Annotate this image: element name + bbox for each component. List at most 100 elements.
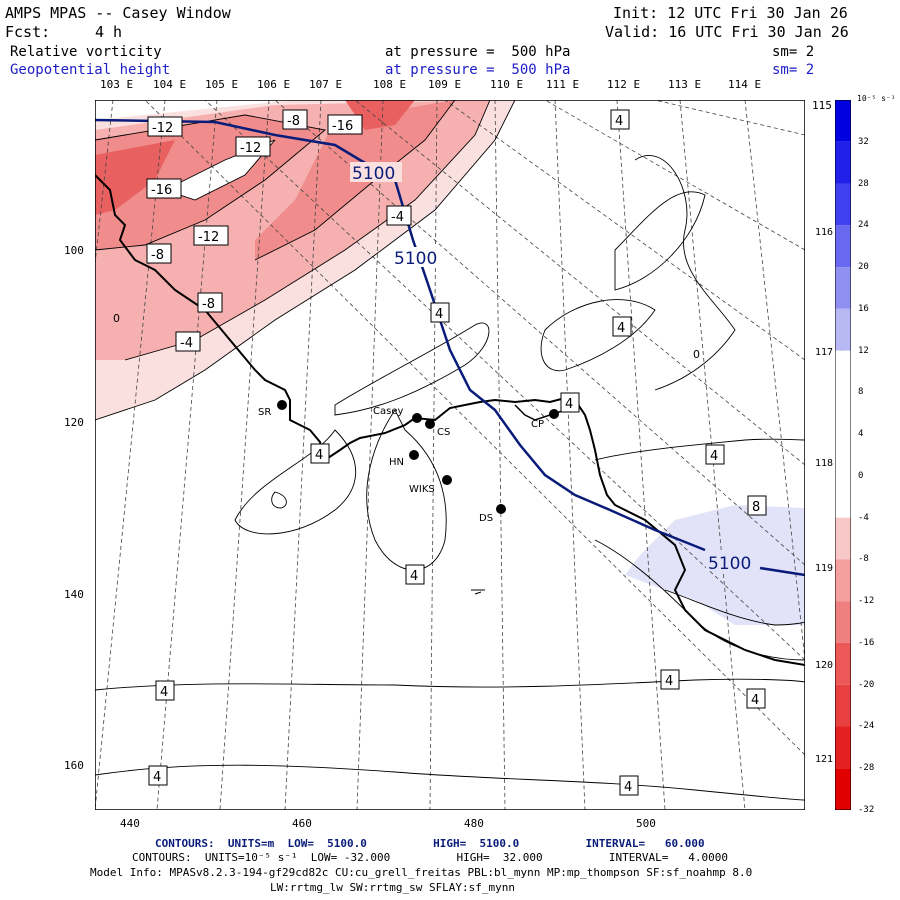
colorbar-cell [835, 475, 851, 518]
height-label: 5100 [394, 249, 437, 269]
init-time: Init: 12 UTC Fri 30 Jan 26 [613, 4, 848, 22]
colorbar-label: -12 [858, 596, 875, 607]
colorbar-cell [835, 100, 851, 142]
lon-label-right: 118 E [815, 458, 846, 469]
colorbar-cell [835, 601, 851, 643]
contour-label: -12 [152, 121, 173, 136]
station-label: CP [531, 419, 544, 430]
contour-label: 4 [751, 693, 759, 708]
forecast-value: 4 h [95, 23, 123, 41]
station-label: Casey [373, 406, 403, 417]
colorbar-cell [835, 768, 851, 810]
colorbar-label: -24 [858, 721, 875, 732]
contour-label: 4 [624, 780, 632, 795]
contour-label: -4 [180, 336, 193, 351]
field2-name: Geopotential height [10, 62, 171, 78]
forecast-label: Fcst: [5, 23, 51, 41]
colorbar-cell [835, 183, 851, 226]
colorbar-label: -8 [858, 554, 869, 565]
lon-label-right: 117 E [815, 347, 846, 358]
contour-label: 0 [113, 312, 120, 325]
lon-label: 111 E [546, 78, 580, 91]
contour-value-labels: -12 -8 -16 -12 -16 -12 -8 -8 -4 -4 4 4 4… [146, 109, 767, 796]
y-tick-label: 160 [64, 759, 84, 772]
geopotential-5100-line [95, 118, 805, 577]
colorbar-cell [835, 392, 851, 435]
lon-label-right: 116 E [815, 227, 846, 238]
contour-label: -12 [240, 141, 261, 156]
field1-name: Relative vorticity [10, 44, 162, 60]
colorbar-label: -20 [858, 679, 875, 690]
lon-label: 110 E [490, 78, 524, 91]
station-marker [425, 419, 435, 429]
contour-label: 4 [565, 397, 573, 412]
station-label: SR [258, 407, 271, 418]
x-tick-label: 460 [292, 817, 312, 830]
contour-label: 0 [693, 348, 700, 361]
colorbar-cell [835, 141, 851, 184]
lon-label: 109 E [428, 78, 462, 91]
lon-label: 112 E [607, 78, 641, 91]
colorbar-cell [835, 434, 851, 476]
height-label: 5100 [708, 554, 751, 574]
lon-label: 107 E [309, 78, 343, 91]
coastline [95, 174, 805, 666]
station-marker [412, 413, 422, 423]
colorbar-label: -4 [858, 512, 869, 523]
station-marker [277, 400, 287, 410]
colorbar-cell [835, 350, 851, 393]
contour-label: 8 [752, 500, 760, 515]
field1-level: at pressure = 500 hPa [385, 44, 571, 60]
contour-label: 4 [410, 569, 418, 584]
station-marker [496, 504, 506, 514]
colorbar-cell [835, 267, 851, 309]
map-panel: SR Casey CS CP HN WIKS DS -12 -8 -16 -12… [95, 100, 805, 810]
lon-label: 114 E [728, 78, 762, 91]
colorbar-label: 0 [858, 470, 864, 481]
valid-time: Valid: 16 UTC Fri 30 Jan 26 [605, 23, 849, 41]
colorbar [835, 100, 851, 810]
colorbar-cell [835, 225, 851, 268]
station-markers [277, 400, 559, 514]
station-label: WIKS [409, 484, 435, 495]
contour-label: -8 [287, 114, 300, 129]
window-title: AMPS MPAS -- Casey Window [5, 4, 231, 22]
station-label: HN [389, 457, 404, 468]
contour-label: 4 [153, 770, 161, 785]
vorticity-contours [95, 100, 805, 801]
colorbar-label: 8 [858, 387, 864, 398]
lon-label: 106 E [257, 78, 291, 91]
colorbar-cells [835, 100, 851, 810]
height-labels: 5100 5100 5100 [350, 162, 758, 574]
y-tick-label: 100 [64, 244, 84, 257]
contour-label: 4 [617, 321, 625, 336]
lon-label: 108 E [373, 78, 407, 91]
colorbar-label: 28 [858, 178, 869, 189]
lon-label: 104 E [153, 78, 187, 91]
contour-label: 4 [710, 449, 718, 464]
colorbar-label: -32 [858, 805, 875, 815]
colorbar-label: 20 [858, 262, 869, 273]
station-labels: SR Casey CS CP HN WIKS DS [258, 406, 544, 524]
contour-label: -8 [151, 248, 164, 263]
contour-label: 4 [615, 114, 623, 129]
contour-label: -16 [151, 183, 172, 198]
field2-level: at pressure = 500 hPa [385, 62, 571, 78]
contour-label: -8 [202, 297, 215, 312]
colorbar-label: -16 [858, 637, 875, 648]
x-tick-label: 440 [120, 817, 140, 830]
station-marker [409, 450, 419, 460]
contour-label: -12 [198, 230, 219, 245]
x-tick-label: 500 [636, 817, 656, 830]
y-tick-label: 140 [64, 588, 84, 601]
colorbar-unit: 10⁻⁵ s⁻¹ [857, 94, 896, 103]
contour-label: 4 [435, 307, 443, 322]
station-label: DS [479, 513, 493, 524]
contour-label: -16 [332, 119, 353, 134]
station-marker [549, 409, 559, 419]
map-symbol [471, 589, 485, 595]
station-marker [442, 475, 452, 485]
contour-label: 4 [665, 674, 673, 689]
lon-label: 113 E [668, 78, 702, 91]
x-tick-label: 480 [464, 817, 484, 830]
